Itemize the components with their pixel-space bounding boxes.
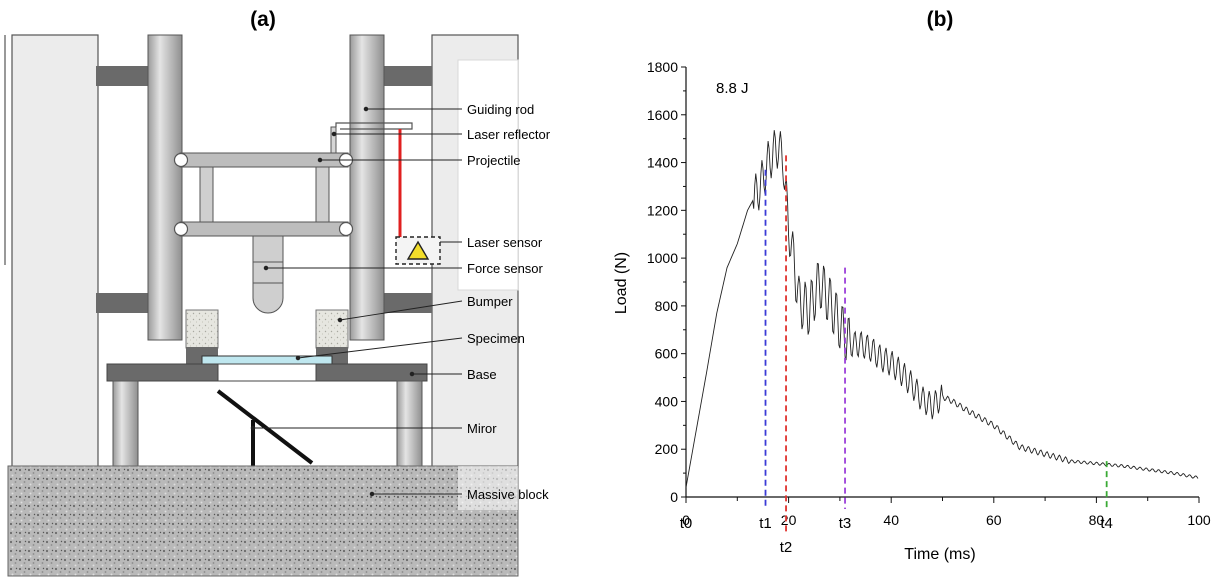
label-laser-reflector: Laser reflector <box>467 127 551 142</box>
bumper-right <box>315 309 349 349</box>
projectile-strut-right <box>315 166 330 223</box>
roller-bottom-left <box>173 221 189 237</box>
label-projectile: Projectile <box>467 153 520 168</box>
load-time-chart: (b) 0 200 400 600 800 1000 1200 1400 1600 1800 0 20… <box>613 8 1211 563</box>
guiding-rod-right <box>349 34 385 341</box>
apparatus-diagram: (a) <box>4 8 551 577</box>
x-tick-label: 60 <box>986 512 1002 528</box>
plot-area: 0 200 400 600 800 1000 1200 1400 1600 1800 0 20 40 60… <box>647 59 1211 556</box>
panel-a-title: (a) <box>250 8 276 31</box>
frame-wall-left <box>11 34 99 468</box>
time-marker-label: t3 <box>839 515 852 532</box>
guiding-rod-left <box>147 34 183 341</box>
x-tick-label: 0 <box>682 512 690 528</box>
energy-label: 8.8 J <box>716 80 749 97</box>
label-laser-sensor: Laser sensor <box>467 235 543 250</box>
base-opening <box>217 363 317 382</box>
y-tick-label: 800 <box>655 298 679 314</box>
roller-top-left <box>173 152 189 168</box>
label-massive-block: Massive block <box>467 487 549 502</box>
laser-sensor-icon <box>406 240 430 260</box>
y-tick-label: 200 <box>655 441 679 457</box>
roller-bottom-right <box>338 221 354 237</box>
y-tick-label: 1000 <box>647 250 678 266</box>
load-curve <box>685 130 1199 488</box>
specimen-plate <box>201 355 333 365</box>
base-leg-left <box>112 380 139 468</box>
time-marker-label: t1 <box>759 515 772 532</box>
label-specimen: Specimen <box>467 331 525 346</box>
time-marker-label: t0 <box>680 515 693 532</box>
panel-b-title: (b) <box>927 8 954 31</box>
time-marker-label: t4 <box>1100 515 1113 532</box>
y-tick-label: 400 <box>655 393 679 409</box>
laser-reflector-arm <box>335 122 413 130</box>
mirror <box>216 389 314 465</box>
massive-block <box>7 465 519 577</box>
y-tick-label: 600 <box>655 346 679 362</box>
clamp-bottom-left <box>96 293 152 313</box>
label-base: Base <box>467 367 497 382</box>
laser-window <box>457 59 519 291</box>
y-tick-label: 0 <box>670 489 678 505</box>
label-miror: Miror <box>467 421 497 436</box>
x-tick-label: 40 <box>883 512 899 528</box>
massive-block-shade <box>458 466 518 510</box>
label-bumper: Bumper <box>467 294 513 309</box>
bumper-left <box>185 309 219 349</box>
y-axis-label: Load (N) <box>613 252 630 314</box>
projectile-strut-left <box>199 166 214 223</box>
time-marker-label: t2 <box>780 539 793 556</box>
base-leg-right <box>396 380 423 468</box>
y-tick-label: 1200 <box>647 202 678 218</box>
label-guiding-rod: Guiding rod <box>467 102 534 117</box>
x-tick-label: 100 <box>1187 512 1211 528</box>
label-force-sensor: Force sensor <box>467 261 544 276</box>
y-tick-label: 1800 <box>647 59 678 75</box>
callout-leaders <box>250 106 463 497</box>
x-axis-label: Time (ms) <box>904 546 975 563</box>
force-sensor <box>252 235 284 284</box>
x-tick-label: 80 <box>1089 512 1105 528</box>
impactor-tip <box>252 282 284 314</box>
clamp-top-left <box>96 66 152 86</box>
y-tick-label: 1600 <box>647 107 678 123</box>
projectile-bottom-bar <box>179 221 349 237</box>
x-tick-label: 20 <box>781 512 797 528</box>
clamp-top-right <box>376 66 432 86</box>
y-tick-label: 1400 <box>647 155 678 171</box>
